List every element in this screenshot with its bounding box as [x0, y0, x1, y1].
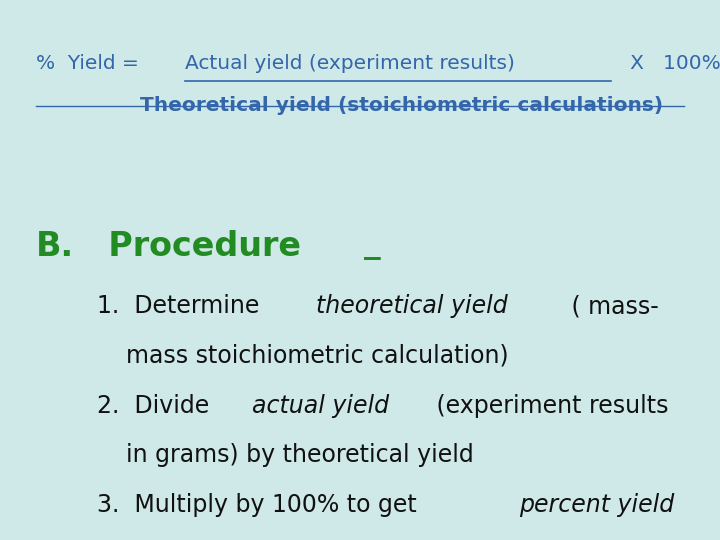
Text: theoretical yield: theoretical yield: [316, 294, 508, 318]
Text: ( mass-: ( mass-: [564, 294, 659, 318]
Text: percent yield: percent yield: [519, 493, 675, 517]
Text: actual yield: actual yield: [252, 394, 389, 417]
Text: B.: B.: [36, 230, 74, 262]
Text: _: _: [364, 227, 381, 260]
Text: X   100%: X 100%: [611, 54, 720, 73]
Text: 2.  Divide: 2. Divide: [97, 394, 217, 417]
Text: Theoretical yield (stoichiometric calculations): Theoretical yield (stoichiometric calcul…: [140, 96, 664, 115]
Text: %  Yield =: % Yield =: [36, 54, 152, 73]
Text: (experiment results: (experiment results: [428, 394, 668, 417]
Text: 3.  Multiply by 100% to get: 3. Multiply by 100% to get: [97, 493, 425, 517]
Text: mass stoichiometric calculation): mass stoichiometric calculation): [126, 344, 508, 368]
Text: Procedure: Procedure: [85, 230, 301, 262]
Text: Actual yield (experiment results): Actual yield (experiment results): [185, 54, 515, 73]
Text: in grams) by theoretical yield: in grams) by theoretical yield: [126, 443, 474, 467]
Text: 1.  Determine: 1. Determine: [97, 294, 267, 318]
